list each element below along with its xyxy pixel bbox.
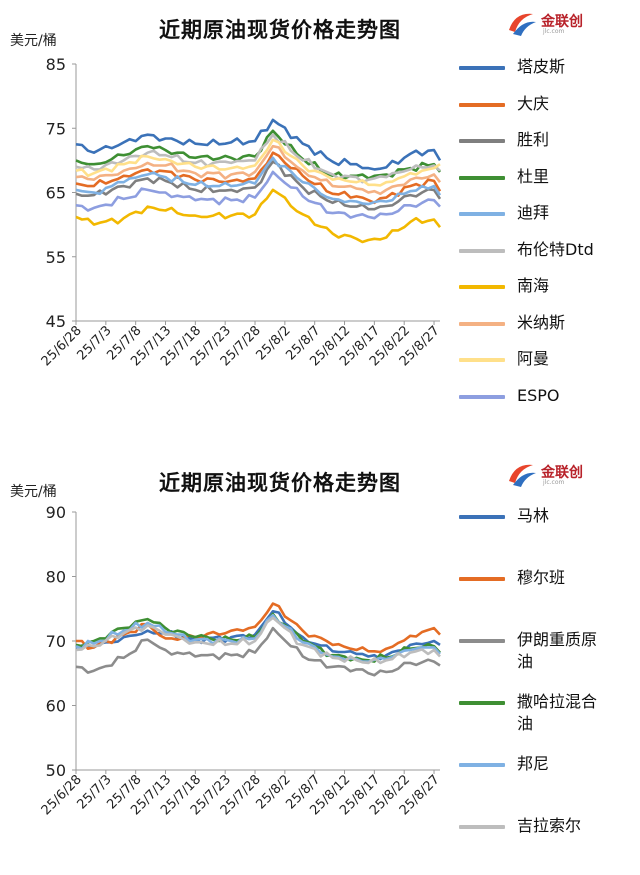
series-line-2 (76, 602, 441, 654)
y-axis-unit-bottom: 美元/桶 (10, 484, 57, 500)
legend-item: 胜利 (455, 129, 635, 153)
y-tick-label: 85 (46, 55, 66, 74)
legend-label: 阿曼 (517, 349, 550, 368)
legend-swatch (459, 701, 505, 705)
legend-item: 南海 (455, 275, 635, 299)
legend-swatch (459, 139, 505, 143)
legend-label: 塔皮斯 (517, 57, 566, 76)
legend-item: 杜里 (455, 166, 635, 190)
legend-label: 大庆 (517, 93, 550, 113)
legend-item: 伊朗重质原 油 (455, 629, 635, 671)
legend-swatch (459, 212, 505, 216)
legend-label: 穆尔班 (517, 568, 566, 587)
chart-title-top: 近期原油现货价格走势图 (159, 18, 401, 42)
y-tick-label: 50 (46, 761, 66, 780)
legend-item: ESPO (455, 385, 635, 409)
legend-item: 吉拉索尔 (455, 815, 635, 839)
brand-sub: jlc.com (543, 479, 565, 486)
legend-item: 米纳斯 (455, 312, 635, 336)
legend-label: 迪拜 (517, 203, 550, 222)
legend-swatch (459, 639, 505, 643)
series-line-2 (75, 151, 442, 205)
y-tick-label: 55 (46, 248, 66, 267)
brand-name: 金联创 (541, 465, 583, 481)
series-line-7 (75, 188, 442, 244)
chart-title-bottom: 近期原油现货价格走势图 (159, 471, 401, 495)
legend-swatch (459, 102, 505, 107)
legend-item: 塔皮斯 (455, 56, 635, 80)
legend-label: 布伦特Dtd (517, 239, 594, 259)
chart-panel-bottom: 近期原油现货价格走势图 美元/桶 金联创 jlc.com 50 60 70 80 90 2… (0, 455, 640, 875)
legend-swatch (459, 321, 505, 326)
series-line-6 (75, 616, 441, 665)
series-line-3 (75, 626, 441, 677)
series-line-3 (75, 160, 442, 211)
legend-swatch (459, 66, 505, 70)
legend-swatch (459, 825, 505, 829)
legend-item: 穆尔班 (455, 567, 635, 591)
legend-item: 撒哈拉混合 油 (455, 691, 635, 733)
series-line-6 (75, 133, 441, 184)
y-tick-label: 80 (46, 568, 66, 587)
legend-item: 马林 (455, 505, 635, 529)
legend-swatch (459, 763, 505, 767)
y-tick-label: 70 (46, 632, 66, 651)
y-axis-unit-top: 美元/桶 (10, 33, 57, 49)
series-line-5 (75, 156, 442, 206)
legend-label: 马林 (517, 506, 550, 525)
y-tick-label: 90 (46, 503, 66, 522)
y-tick-label: 60 (46, 697, 66, 716)
legend-item: 迪拜 (455, 202, 635, 226)
y-tick-label: 65 (46, 184, 66, 203)
legend-label: ESPO (517, 385, 560, 405)
legend-item: 大庆 (455, 93, 635, 117)
legend-item: 布伦特Dtd (455, 239, 635, 263)
legend-swatch (459, 394, 505, 399)
series-line-9 (75, 138, 441, 187)
series-line-1 (75, 118, 442, 171)
legend-label: 南海 (517, 276, 550, 295)
legend-swatch (459, 515, 505, 519)
legend-item: 阿曼 (455, 348, 635, 372)
brand-logo-bottom: 金联创 jlc.com (505, 459, 615, 489)
line-chart-top: 455565758525/6/2825/7/325/7/825/7/1325/7… (39, 55, 443, 369)
jlc-logo-icon (509, 13, 536, 36)
legend-label: 杜里 (517, 166, 550, 186)
series-line-8 (75, 144, 442, 196)
legend-label: 邦尼 (517, 754, 550, 773)
legend-label: 米纳斯 (517, 312, 566, 332)
brand-logo-top: 金联创 jlc.com (505, 8, 615, 38)
legend-label: 吉拉索尔 (517, 816, 582, 835)
brand-sub: jlc.com (543, 28, 565, 35)
legend-swatch (459, 285, 505, 289)
jlc-logo-icon (509, 464, 536, 487)
legend-label: 伊朗重质原 油 (517, 630, 598, 671)
line-chart-bottom: 506070809025/6/2825/7/325/7/825/7/1325/7… (39, 503, 443, 818)
legend-item: 邦尼 (455, 753, 635, 777)
y-tick-label: 75 (46, 119, 66, 138)
legend-label: 撒哈拉混合 油 (517, 692, 598, 733)
legend-swatch (459, 175, 505, 180)
y-tick-label: 45 (46, 312, 66, 331)
series-line-10 (75, 170, 441, 220)
chart-panel-top: 近期原油现货价格走势图 美元/桶 金联创 jlc.com 45 55 65 75 85 2… (0, 0, 640, 430)
legend-label: 胜利 (517, 130, 550, 149)
legend-swatch (459, 358, 505, 362)
brand-name: 金联创 (541, 14, 583, 30)
legend-swatch (459, 577, 505, 581)
legend-swatch (459, 248, 505, 253)
